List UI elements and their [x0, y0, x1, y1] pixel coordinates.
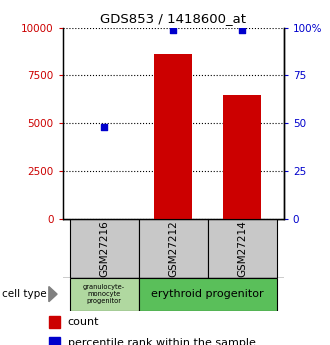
- Point: [102, 125, 107, 130]
- Bar: [70, 278, 139, 310]
- Text: cell type: cell type: [2, 289, 46, 299]
- Bar: [154, 55, 192, 219]
- Bar: [139, 278, 277, 310]
- Bar: [139, 219, 208, 278]
- Bar: [70, 219, 139, 278]
- Text: count: count: [68, 317, 99, 327]
- Bar: [85, 218, 123, 219]
- Text: erythroid progenitor: erythroid progenitor: [151, 289, 264, 299]
- Text: GSM27216: GSM27216: [99, 220, 109, 277]
- Text: GSM27214: GSM27214: [237, 220, 248, 277]
- Point: [171, 27, 176, 32]
- Text: GSM27212: GSM27212: [168, 220, 178, 277]
- Text: granulocyte-
monocyte
progenitor: granulocyte- monocyte progenitor: [83, 284, 125, 304]
- Bar: [49, 316, 60, 327]
- Polygon shape: [49, 286, 57, 302]
- Point: [240, 27, 245, 32]
- Text: percentile rank within the sample: percentile rank within the sample: [68, 338, 255, 345]
- Bar: [208, 219, 277, 278]
- Bar: [223, 95, 261, 219]
- Bar: [49, 337, 60, 345]
- Title: GDS853 / 1418600_at: GDS853 / 1418600_at: [100, 12, 246, 25]
